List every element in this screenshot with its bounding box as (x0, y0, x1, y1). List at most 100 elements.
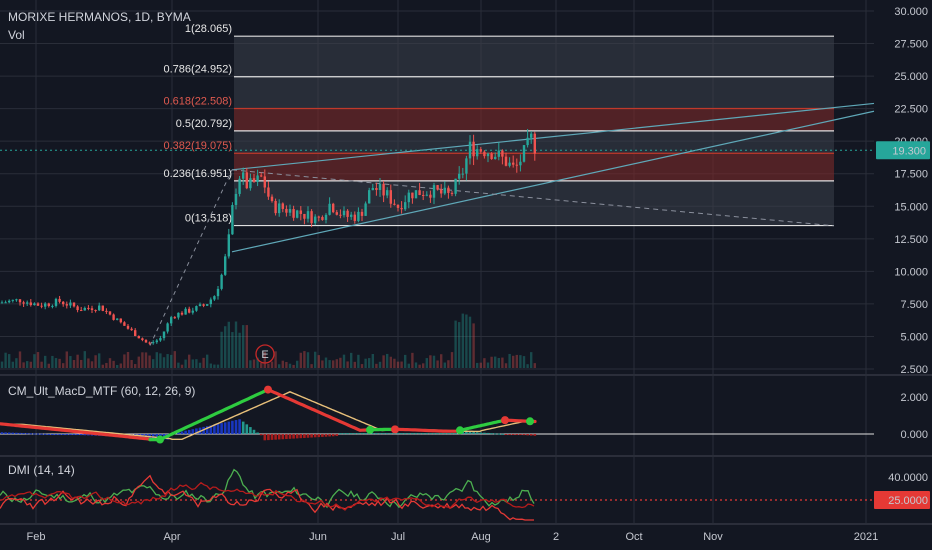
x-axis-label: 2 (553, 531, 559, 543)
volume-bar (65, 351, 68, 368)
candle-body (465, 158, 468, 174)
candle-body (285, 208, 288, 213)
candle-body (0, 302, 4, 304)
volume-bar (368, 358, 371, 368)
volume-bar (490, 356, 493, 368)
candle-body (317, 216, 320, 218)
macd-histogram-bar (270, 434, 274, 440)
candle-body (18, 299, 22, 303)
volume-bar (206, 354, 209, 368)
macd-histogram-bar (47, 433, 51, 435)
macd-histogram-bar (425, 433, 429, 435)
candle-body (346, 210, 349, 217)
candle-body (249, 178, 252, 189)
macd-histogram-bar (51, 434, 54, 435)
candle-body (144, 340, 148, 343)
candle-body (15, 299, 18, 301)
macd-histogram-bar (58, 434, 61, 435)
candle-body (296, 210, 299, 218)
macd-histogram-bar (439, 433, 443, 435)
volume-bar (353, 361, 356, 368)
macd-histogram-bar (324, 434, 328, 437)
candle-body (306, 211, 310, 219)
volume-bar (389, 356, 392, 368)
volume-bar (15, 358, 18, 368)
macd-line-segment (368, 427, 396, 432)
candle-body (166, 323, 169, 332)
volume-bar (296, 360, 299, 368)
macd-histogram-bar (191, 429, 195, 434)
volume-bar (22, 362, 25, 368)
macd-histogram-bar (450, 433, 454, 435)
volume-bar (155, 352, 158, 368)
macd-line-segment (393, 427, 461, 433)
macd-histogram-bar (0, 432, 4, 434)
candle-body (386, 190, 389, 196)
candle-body (522, 145, 526, 162)
volume-bar (339, 357, 342, 368)
earnings-marker-circle (255, 344, 275, 364)
volume-bar (177, 362, 180, 368)
volume-bar (411, 352, 414, 368)
candle-body (472, 141, 475, 157)
volume-bar (0, 361, 4, 368)
macd-histogram-bar (468, 431, 472, 434)
price-axis-tick: 5.000 (900, 331, 928, 343)
volume-bar (11, 361, 14, 368)
macd-histogram-bar (87, 434, 90, 436)
macd-histogram-bar (195, 428, 198, 434)
candle-body (260, 175, 263, 177)
macd-histogram-bar (216, 423, 220, 434)
macd-histogram-bar (306, 434, 310, 438)
volume-bar (292, 364, 295, 368)
volume-bar (191, 359, 194, 368)
macd-histogram-bar (414, 433, 418, 435)
volume-bar (162, 357, 166, 368)
volume-bar (314, 351, 317, 368)
macd-histogram-bar (54, 434, 58, 435)
volume-bar (288, 363, 292, 368)
macd-histogram-bar (493, 433, 497, 435)
macd-histogram-bar (418, 433, 421, 435)
trend-line (231, 110, 875, 253)
macd-histogram-bar (245, 424, 249, 434)
candle-body (483, 151, 486, 157)
volume-bar (285, 361, 288, 368)
dmi-tag-box (874, 491, 930, 509)
candle-body (332, 203, 335, 213)
volume-bar (220, 331, 223, 368)
candle-body (440, 189, 443, 194)
volume-bar (483, 358, 486, 368)
macd-cross-dot (366, 425, 374, 434)
volume-bar (166, 354, 169, 368)
price-axis-tick: 15.000 (894, 201, 928, 213)
candle-body (382, 183, 385, 196)
candle-body (105, 310, 108, 312)
candle-body (54, 298, 58, 306)
macd-histogram-bar (465, 431, 468, 434)
macd-histogram-bar (519, 434, 522, 435)
macd-histogram-bar (252, 429, 256, 434)
macd-histogram-bar (375, 433, 378, 435)
macd-histogram-bar (342, 433, 346, 435)
fib-band (234, 153, 834, 181)
candle-body (72, 302, 76, 307)
candle-body (263, 176, 266, 188)
candle-body (422, 195, 425, 197)
candle-body (447, 187, 450, 193)
candle-body (177, 312, 180, 318)
macd-histogram-bar (321, 434, 324, 437)
macd-histogram-bar (40, 433, 43, 435)
volume-bar (458, 322, 461, 368)
candle-body (432, 185, 436, 198)
candle-body (364, 203, 367, 216)
candle-body (321, 217, 324, 220)
volume-bar (400, 361, 403, 368)
candle-body (116, 318, 119, 320)
candle-body (436, 185, 439, 190)
volume-bar (497, 357, 500, 368)
price-tag-label: 19.300 (892, 145, 926, 157)
macd-axis-tick: 2.000 (900, 392, 928, 404)
candle-body (224, 256, 227, 275)
candle-body (310, 211, 313, 224)
